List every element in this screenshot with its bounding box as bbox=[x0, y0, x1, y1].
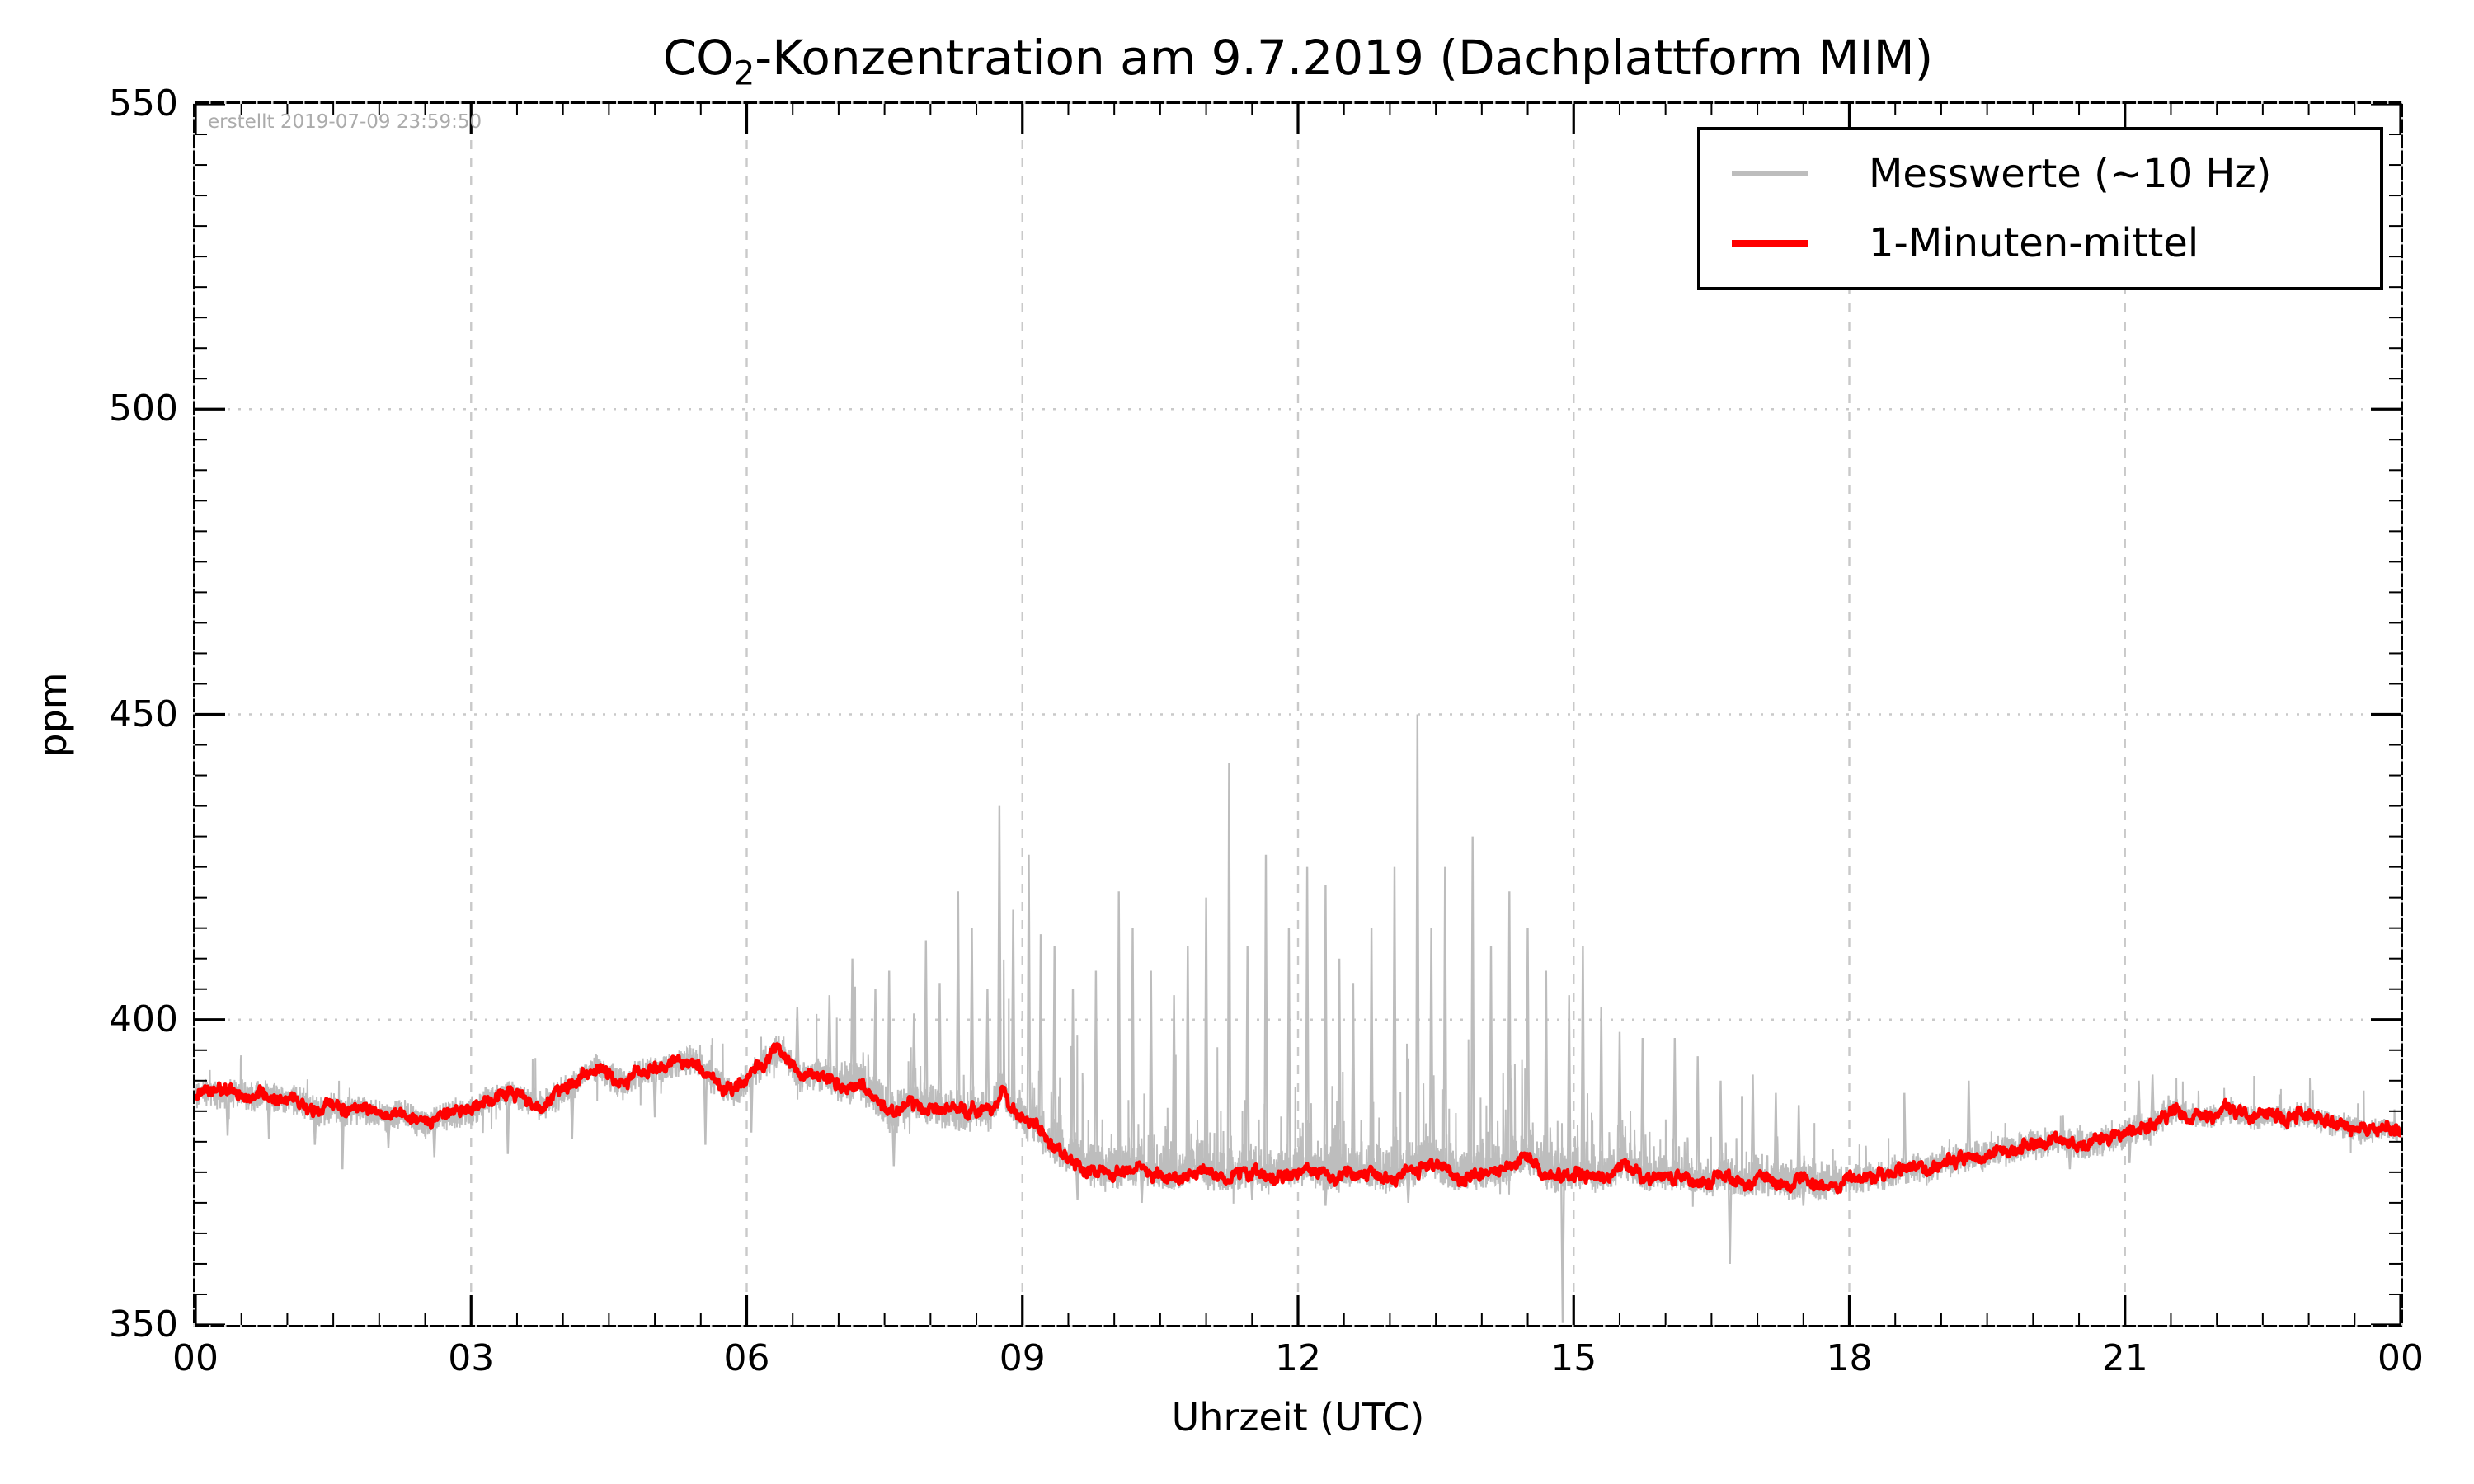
minutenmittel-line-swatch bbox=[1732, 239, 1808, 247]
y-tick-label-350: 350 bbox=[109, 1303, 178, 1345]
legend-box: Messwerte (~10 Hz) 1-Minuten-mittel bbox=[1697, 127, 2383, 290]
x-tick-label-5-15: 15 bbox=[1550, 1337, 1597, 1379]
left-spine-grid-dashes bbox=[193, 101, 195, 1327]
y-tick-label-500: 500 bbox=[109, 387, 178, 430]
legend-row-messwerte: Messwerte (~10 Hz) bbox=[1700, 143, 2380, 205]
legend-row-minutenmittel: 1-Minuten-mittel bbox=[1700, 212, 2380, 275]
legend-label-messwerte: Messwerte (~10 Hz) bbox=[1869, 150, 2272, 197]
chart-title-main: CO bbox=[662, 30, 734, 86]
axis-ticks bbox=[195, 104, 2401, 1325]
plot-area: erstellt 2019-07-09 23:59:50 bbox=[193, 101, 2403, 1327]
chart-title-subscript: 2 bbox=[733, 54, 755, 93]
created-timestamp-note: erstellt 2019-07-09 23:59:50 bbox=[208, 111, 482, 133]
minutenmittel-path bbox=[195, 1042, 2401, 1195]
x-tick-label-2-06: 06 bbox=[723, 1337, 770, 1379]
chart-canvas bbox=[195, 104, 2401, 1325]
y-tick-label-400: 400 bbox=[109, 998, 178, 1040]
x-axis-label: Uhrzeit (UTC) bbox=[1171, 1395, 1425, 1439]
top-spine-grid-dashes bbox=[193, 101, 2403, 104]
x-tick-label-6-18: 18 bbox=[1826, 1337, 1873, 1379]
bottom-spine-grid-dashes bbox=[193, 1325, 2403, 1327]
x-tick-label-3-09: 09 bbox=[999, 1337, 1046, 1379]
x-tick-label-4-12: 12 bbox=[1275, 1337, 1321, 1379]
messwerte-spikes bbox=[225, 714, 2155, 1323]
y-tick-label-450: 450 bbox=[109, 693, 178, 735]
chart-title-rest: -Konzentration am 9.7.2019 (Dachplattfor… bbox=[755, 30, 1934, 86]
chart-title: CO2-Konzentration am 9.7.2019 (Dachplatt… bbox=[195, 30, 2401, 93]
x-tick-label-8-00: 00 bbox=[2378, 1337, 2424, 1379]
x-tick-label-1-03: 03 bbox=[448, 1337, 495, 1379]
x-tick-label-0-00: 00 bbox=[172, 1337, 219, 1379]
y-tick-label-550: 550 bbox=[109, 82, 178, 124]
x-tick-label-7-21: 21 bbox=[2101, 1337, 2148, 1379]
right-spine-grid-dashes bbox=[2401, 101, 2403, 1327]
messwerte-line-swatch bbox=[1732, 171, 1808, 176]
legend-label-minutenmittel: 1-Minuten-mittel bbox=[1869, 220, 2199, 267]
